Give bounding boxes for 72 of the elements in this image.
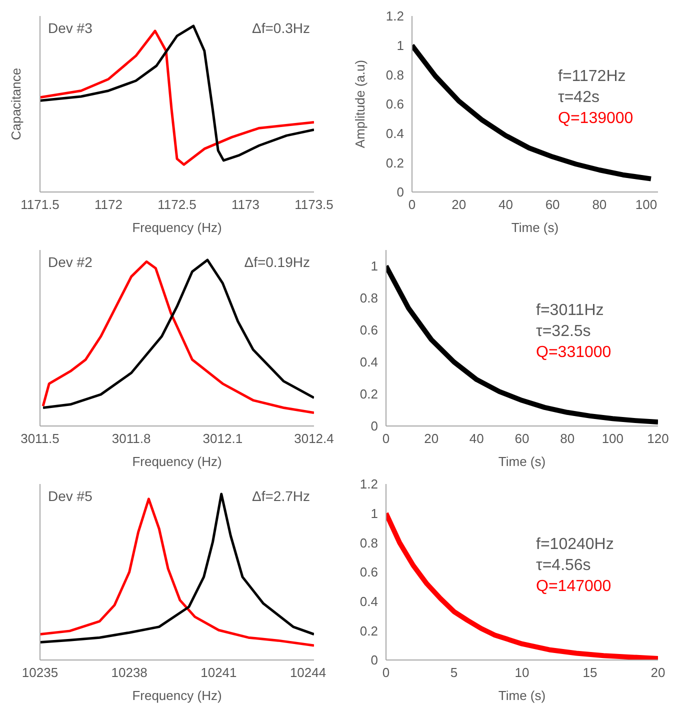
y-tick-label: 0.6 xyxy=(360,564,378,580)
y-tick-label: 0.4 xyxy=(360,354,378,370)
y-tick-label: 0.2 xyxy=(360,623,378,638)
y-tick-label: 1 xyxy=(370,258,378,274)
x-tick-label: 1172 xyxy=(94,197,122,212)
annotation: Δf=0.3Hz xyxy=(252,20,310,36)
annotation: Δf=2.7Hz xyxy=(252,488,310,504)
y-tick-label: 0 xyxy=(370,652,378,668)
y-tick-label: 0.8 xyxy=(360,290,378,306)
y-tick-label: 0.8 xyxy=(386,67,404,82)
x-axis-title: Frequency (Hz) xyxy=(132,220,222,235)
x-tick-label: 60 xyxy=(514,431,530,446)
y-tick-label: 0.6 xyxy=(360,322,378,338)
x-tick-label: 10241 xyxy=(200,665,237,680)
x-tick-label: 15 xyxy=(582,665,598,680)
y-tick-label: 0.2 xyxy=(360,386,378,402)
x-tick-label: 1172.5 xyxy=(158,197,196,212)
annotation: Dev #5 xyxy=(48,488,92,504)
x-tick-label: 3012.4 xyxy=(294,431,334,446)
x-tick-label: 20 xyxy=(424,431,439,446)
annotation: Q=147000 xyxy=(536,577,612,597)
y-axis-title: Capacitance xyxy=(8,68,24,140)
x-tick-label: 100 xyxy=(635,197,658,212)
y-axis-title: Amplitude (a.u) xyxy=(352,60,368,148)
y-tick-label: 0.4 xyxy=(386,126,404,141)
y-tick-label: 1 xyxy=(396,38,404,53)
annotation: τ=4.56s xyxy=(536,556,592,576)
x-tick-label: 3011.8 xyxy=(112,431,151,446)
x-tick-label: 10235 xyxy=(22,665,58,680)
y-tick-label: 0.6 xyxy=(386,96,404,112)
y-tick-label: 1.2 xyxy=(386,8,404,24)
x-tick-label: 10238 xyxy=(111,665,148,680)
annotation: Dev #2 xyxy=(48,254,92,270)
x-tick-label: 80 xyxy=(592,197,607,212)
y-tick-label: 0.8 xyxy=(360,535,378,550)
x-tick-label: 20 xyxy=(452,197,466,212)
x-tick-label: 3011.5 xyxy=(20,431,60,446)
x-tick-label: 0 xyxy=(408,197,416,212)
annotation: Δf=0.19Hz xyxy=(244,254,310,270)
x-tick-label: 120 xyxy=(647,431,669,446)
x-tick-label: 1173.5 xyxy=(294,197,334,212)
x-tick-label: 60 xyxy=(545,197,560,212)
x-tick-label: 1171.5 xyxy=(20,197,60,212)
annotation: f=10240Hz xyxy=(536,535,614,555)
y-tick-label: 0.2 xyxy=(386,155,404,170)
x-tick-label: 5 xyxy=(450,665,458,680)
x-tick-label: 40 xyxy=(498,197,513,212)
x-axis-title: Frequency (Hz) xyxy=(132,688,222,703)
x-axis-title: Time (s) xyxy=(511,220,559,235)
annotation: f=3011Hz xyxy=(536,301,605,321)
x-axis-title: Time (s) xyxy=(498,454,546,469)
x-tick-label: 10 xyxy=(514,665,530,680)
x-tick-label: 40 xyxy=(469,431,484,446)
annotation: τ=32.5s xyxy=(536,322,592,342)
x-tick-label: 80 xyxy=(560,431,575,446)
x-axis-title: Frequency (Hz) xyxy=(132,454,222,469)
x-tick-label: 3012.1 xyxy=(202,431,243,446)
x-tick-label: 10244 xyxy=(290,665,326,680)
y-tick-label: 1.2 xyxy=(360,476,378,492)
y-tick-label: 1 xyxy=(370,506,378,521)
annotation: Q=331000 xyxy=(536,343,612,363)
y-tick-label: 0.4 xyxy=(360,594,378,609)
x-tick-label: 1173 xyxy=(232,197,260,212)
x-tick-label: 100 xyxy=(602,431,624,446)
x-axis-title: Time (s) xyxy=(498,688,546,703)
annotation: f=1172Hz xyxy=(558,67,627,87)
y-tick-label: 0 xyxy=(396,184,404,200)
y-tick-label: 0 xyxy=(370,418,378,434)
annotation: Q=139000 xyxy=(558,109,634,129)
annotation: τ=42s xyxy=(558,88,600,108)
x-tick-label: 20 xyxy=(650,665,666,680)
annotation: Dev #3 xyxy=(48,20,92,36)
